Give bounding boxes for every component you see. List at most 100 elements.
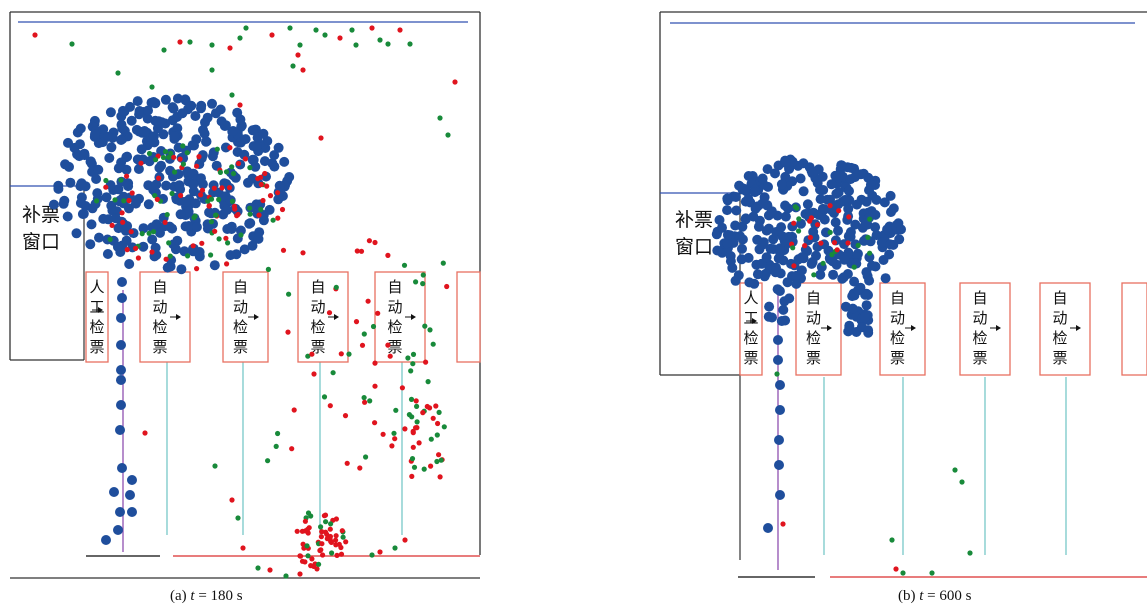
gate-label-char: 自 (152, 278, 167, 296)
scattered-pedestrian (405, 355, 411, 361)
gate-box (879, 282, 926, 376)
gate-arrow-head (996, 325, 1001, 331)
blue-pedestrian (734, 180, 745, 191)
scattered-pedestrian (369, 552, 375, 558)
blue-pedestrian (102, 249, 113, 259)
scattered-pedestrian (430, 415, 436, 421)
mixed-pedestrian (831, 240, 838, 246)
blue-pedestrian (147, 234, 158, 245)
blue-pedestrian (247, 125, 258, 136)
scattered-pedestrian (391, 430, 397, 436)
scattered-pedestrian (361, 331, 367, 337)
blue-pedestrian (712, 245, 723, 256)
mixed-pedestrian (229, 164, 235, 170)
mixed-pedestrian (790, 245, 796, 251)
blue-pedestrian (747, 171, 758, 181)
blue-pedestrian (269, 150, 280, 161)
scattered-pedestrian (149, 84, 155, 90)
scattered-pedestrian (401, 262, 408, 268)
blue-pedestrian (107, 205, 118, 216)
queue-pedestrian (115, 425, 125, 435)
blue-pedestrian (884, 249, 895, 260)
blue-pedestrian (830, 170, 841, 181)
blue-pedestrian (737, 243, 747, 254)
gate-label-char: 检 (152, 318, 167, 336)
blue-pedestrian (172, 93, 183, 104)
blue-pedestrian (79, 150, 90, 161)
gate-label-char: 票 (972, 349, 987, 367)
blue-pedestrian (737, 234, 748, 245)
scattered-pedestrian (407, 41, 413, 47)
blue-pedestrian (763, 181, 773, 192)
queue-pedestrian (773, 355, 783, 365)
blue-pedestrian (850, 219, 861, 230)
exit-cluster-pedestrian (334, 552, 340, 559)
queue-pedestrian (852, 285, 863, 296)
scattered-pedestrian (359, 342, 366, 348)
blue-pedestrian (198, 125, 208, 135)
scattered-pedestrian (420, 272, 426, 278)
scattered-pedestrian (392, 436, 398, 442)
mixed-pedestrian (109, 222, 115, 228)
exit-cluster-pedestrian (336, 541, 342, 547)
blue-pedestrian (776, 179, 787, 190)
exit-cluster-pedestrian (322, 512, 329, 518)
scattered-pedestrian (416, 440, 422, 446)
scattered-pedestrian (452, 79, 458, 85)
queue-pedestrian (127, 475, 137, 485)
exit-cluster-pedestrian (339, 528, 345, 534)
queue-pedestrian (774, 435, 784, 445)
exit-cluster-pedestrian (319, 529, 325, 535)
blue-pedestrian (717, 222, 727, 233)
blue-pedestrian (254, 227, 265, 238)
mixed-pedestrian (171, 154, 177, 160)
mixed-pedestrian (242, 156, 248, 162)
blue-pedestrian (118, 105, 128, 116)
scattered-pedestrian (354, 248, 360, 254)
blue-pedestrian (62, 211, 73, 222)
scattered-pedestrian (235, 515, 241, 521)
exit-cluster-pedestrian (318, 524, 324, 530)
mixed-pedestrian (827, 203, 833, 209)
gate-label-char: 票 (233, 338, 248, 356)
blue-pedestrian (175, 209, 186, 220)
exit-cluster-pedestrian (311, 563, 317, 570)
blue-pedestrian (761, 252, 772, 263)
mixed-pedestrian (146, 230, 152, 236)
mixed-pedestrian (818, 240, 824, 246)
blue-pedestrian (871, 194, 882, 205)
mixed-pedestrian (196, 154, 202, 160)
blue-pedestrian (162, 262, 173, 273)
scattered-pedestrian (372, 239, 378, 246)
scattered-pedestrian (333, 284, 339, 290)
blue-pedestrian (239, 244, 250, 255)
gate-box (456, 271, 481, 363)
gate-label-char: 自 (972, 289, 987, 307)
blue-pedestrian (190, 198, 201, 209)
scattered-pedestrian (237, 102, 243, 108)
scattered-pedestrian (402, 537, 408, 543)
blue-pedestrian (121, 164, 132, 175)
scattered-pedestrian (318, 135, 324, 141)
blue-pedestrian (752, 269, 763, 280)
mixed-pedestrian (216, 196, 222, 203)
scattered-pedestrian (353, 319, 360, 325)
scattered-pedestrian (346, 351, 352, 357)
scattered-pedestrian (366, 238, 372, 244)
exit-cluster-pedestrian (299, 528, 305, 534)
scattered-pedestrian (342, 413, 349, 419)
gate-label-char: 工 (743, 309, 758, 327)
scattered-pedestrian (255, 565, 261, 571)
blue-pedestrian (183, 221, 194, 231)
scattered-pedestrian (408, 396, 415, 402)
blue-pedestrian (817, 203, 828, 214)
scattered-pedestrian (410, 444, 416, 450)
exit-cluster-pedestrian (343, 539, 349, 545)
scattered-pedestrian (434, 432, 440, 438)
scattered-pedestrian (377, 37, 383, 43)
mixed-pedestrian (194, 266, 200, 272)
scattered-pedestrian (309, 351, 315, 357)
blue-pedestrian (222, 204, 233, 215)
blue-pedestrian (833, 187, 844, 198)
mixed-pedestrian (867, 250, 873, 256)
